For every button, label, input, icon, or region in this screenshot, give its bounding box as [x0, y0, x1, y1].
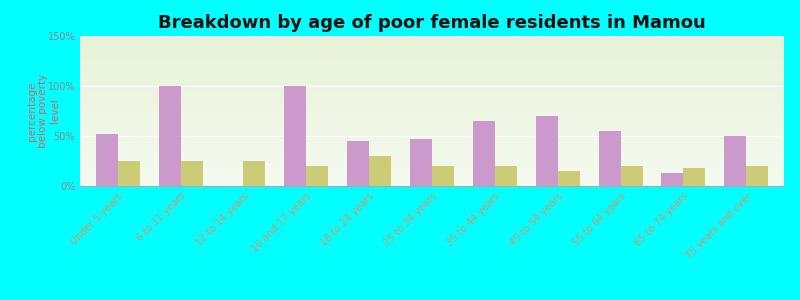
Bar — [243, 161, 266, 186]
Bar — [536, 116, 558, 186]
Bar — [724, 136, 746, 186]
Bar — [284, 86, 306, 186]
Bar — [158, 86, 181, 186]
Bar — [598, 131, 621, 186]
Bar — [621, 166, 642, 186]
Bar — [495, 166, 517, 186]
Bar — [432, 166, 454, 186]
Bar — [306, 166, 328, 186]
Bar — [118, 161, 140, 186]
Bar — [96, 134, 118, 186]
Title: Breakdown by age of poor female residents in Mamou: Breakdown by age of poor female resident… — [158, 14, 706, 32]
Bar — [662, 173, 683, 186]
Bar — [473, 121, 495, 186]
Bar — [410, 139, 432, 186]
Bar — [746, 166, 768, 186]
Bar — [558, 171, 580, 186]
Bar — [347, 141, 369, 186]
Bar — [683, 168, 706, 186]
Bar — [181, 161, 202, 186]
Bar — [369, 156, 391, 186]
Y-axis label: percentage
below poverty
level: percentage below poverty level — [26, 74, 60, 148]
